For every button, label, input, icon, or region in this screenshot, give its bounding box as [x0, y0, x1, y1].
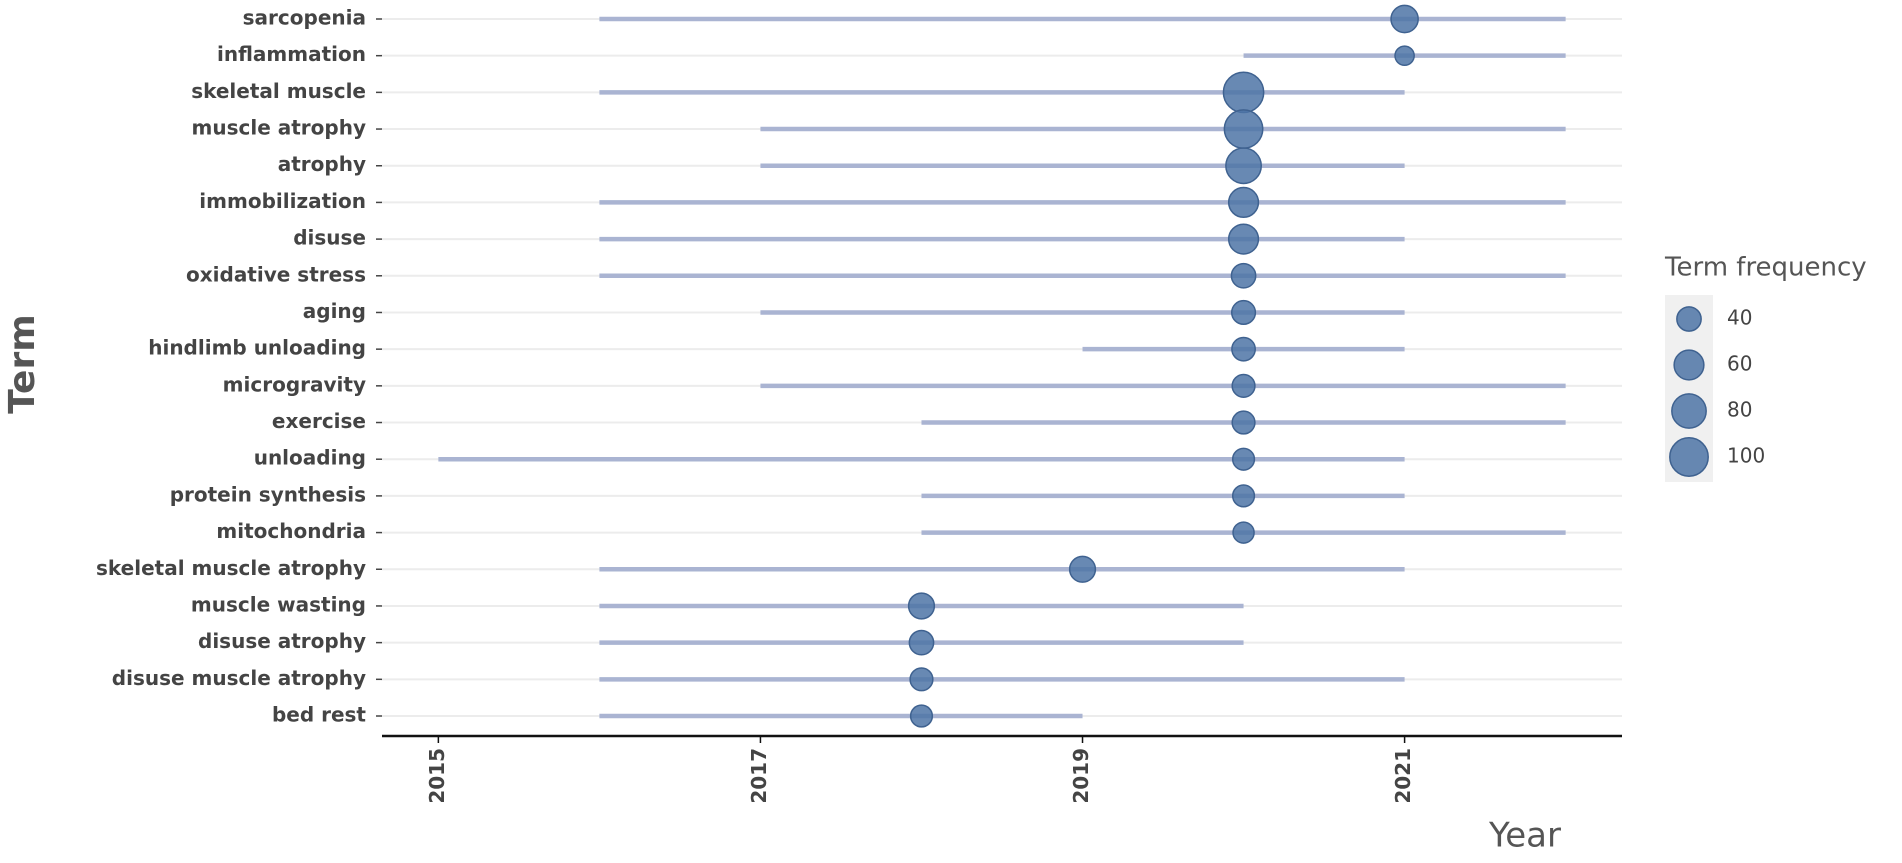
x-tick-label: 2015 [425, 748, 449, 804]
peak-point [1231, 373, 1256, 398]
y-tick-label: exercise [272, 409, 366, 433]
y-tick-label: disuse muscle atrophy [112, 666, 366, 690]
y-tick-label: aging [303, 299, 366, 323]
x-tick-label: 2017 [747, 748, 771, 804]
y-tick-label: microgravity [223, 372, 366, 396]
x-axis-title: Year [1488, 816, 1561, 856]
y-tick-label: atrophy [278, 152, 366, 176]
y-tick-label: immobilization [199, 189, 366, 213]
peak-point [1225, 147, 1263, 185]
peak-point [1068, 555, 1097, 583]
y-tick-label: unloading [254, 446, 366, 470]
y-tick-label: mitochondria [216, 519, 366, 543]
peak-point [909, 667, 934, 692]
peak-point [1231, 336, 1256, 362]
peak-point [1231, 447, 1256, 471]
peak-point [1227, 186, 1260, 219]
x-tick-label: 2019 [1069, 748, 1093, 804]
y-tick-label: sarcopenia [243, 6, 366, 30]
y-tick-label: muscle wasting [191, 592, 366, 616]
x-tick-label: 2021 [1391, 748, 1415, 804]
peak-point [907, 592, 936, 620]
peak-point [1227, 223, 1260, 255]
peak-point [1231, 410, 1256, 435]
legend-label: 80 [1727, 398, 1752, 422]
y-tick-label: skeletal muscle atrophy [96, 556, 366, 580]
peak-point [1390, 4, 1419, 34]
y-tick-label: protein synthesis [170, 482, 366, 506]
y-tick-label: bed rest [272, 703, 366, 727]
peak-point [1230, 299, 1257, 326]
peak-point [1222, 71, 1265, 114]
peak-point [1230, 262, 1257, 289]
peak-point [1223, 109, 1264, 150]
peak-point [909, 704, 934, 728]
legend-label: 100 [1727, 444, 1765, 468]
peak-point [1394, 45, 1415, 67]
y-tick-label: hindlimb unloading [148, 336, 366, 360]
y-tick-label: skeletal muscle [191, 79, 366, 103]
legend-label: 40 [1727, 306, 1752, 330]
y-tick-label: oxidative stress [186, 262, 366, 286]
legend-key [1671, 393, 1707, 429]
legend-key [1676, 306, 1702, 332]
legend-label: 60 [1727, 352, 1752, 376]
y-axis-title: Term [2, 314, 43, 413]
legend-key [1669, 437, 1709, 477]
y-tick-label: muscle atrophy [192, 116, 366, 140]
legend-key [1673, 349, 1705, 381]
peak-point [908, 629, 935, 656]
legend-title: Term frequency [1664, 253, 1867, 283]
y-tick-label: disuse [293, 226, 366, 250]
y-tick-label: inflammation [217, 42, 366, 66]
y-tick-label: disuse atrophy [198, 629, 366, 653]
peak-point [1231, 484, 1256, 508]
peak-point [1232, 521, 1255, 544]
